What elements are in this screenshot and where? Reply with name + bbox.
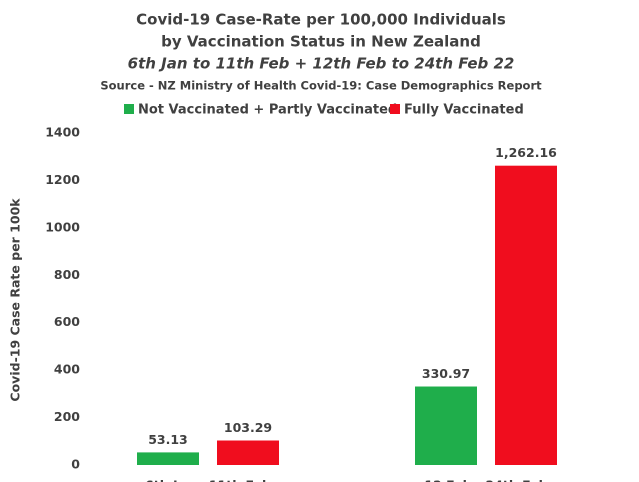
- legend-swatch: [124, 104, 134, 114]
- value-label: 103.29: [224, 420, 272, 435]
- legend-label: Not Vaccinated + Partly Vaccinated: [138, 103, 397, 118]
- value-label: 330.97: [422, 366, 470, 381]
- chart-source: Source - NZ Ministry of Health Covid-19:…: [100, 79, 542, 93]
- chart-subtitle: 6th Jan to 11th Feb + 12th Feb to 24th F…: [128, 55, 515, 73]
- y-tick-label: 1000: [45, 219, 80, 234]
- legend-swatch: [390, 104, 400, 114]
- y-tick-label: 800: [54, 267, 80, 282]
- y-tick-label: 600: [54, 314, 80, 329]
- x-tick-label: 12 Feb - 24th Feb: [424, 478, 547, 482]
- value-label: 1,262.16: [495, 145, 557, 160]
- y-tick-label: 1200: [45, 172, 80, 187]
- legend-label: Fully Vaccinated: [404, 103, 524, 118]
- x-tick-label: 6th Jan - 11th Feb: [145, 478, 271, 482]
- y-tick-label: 0: [71, 457, 80, 472]
- chart-title: Covid-19 Case-Rate per 100,000 Individua…: [136, 11, 506, 29]
- bar: [495, 165, 557, 465]
- bar: [137, 452, 199, 465]
- bar: [217, 440, 279, 465]
- y-tick-label: 400: [54, 362, 80, 377]
- y-tick-label: 200: [54, 409, 80, 424]
- bar: [415, 386, 477, 465]
- y-axis-title: Covid-19 Case Rate per 100k: [8, 198, 23, 402]
- y-tick-label: 1400: [45, 125, 80, 140]
- value-label: 53.13: [148, 432, 188, 447]
- chart-title: by Vaccination Status in New Zealand: [161, 33, 481, 51]
